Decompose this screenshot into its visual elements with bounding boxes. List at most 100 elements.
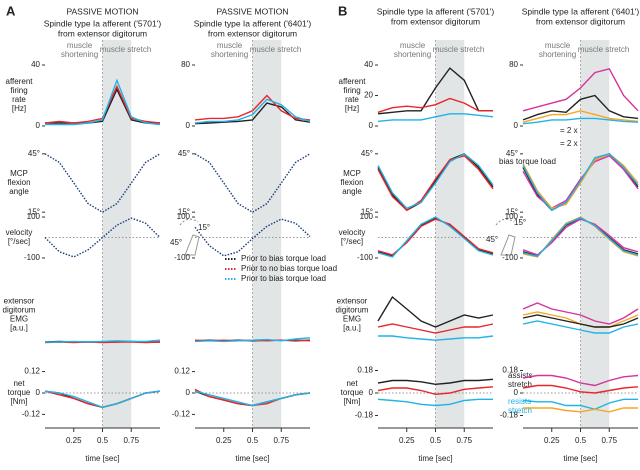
series-line	[522, 154, 639, 210]
series-line	[377, 398, 493, 407]
y-tick-label: -100	[174, 253, 191, 262]
y-label: [a.u.]	[343, 324, 361, 333]
x-tick-label: 0.75	[601, 436, 617, 445]
shortening-label: shortening	[61, 50, 98, 59]
y-tick-label: 45°	[506, 149, 518, 158]
angle-mark: 45°	[170, 238, 182, 247]
column-title: Spindle type Ia afferent ('6401')	[522, 6, 640, 16]
series-line	[194, 337, 311, 343]
y-label: afferent	[339, 77, 367, 86]
x-tick-label: 0.25	[216, 436, 232, 445]
y-tick-label: -100	[24, 253, 41, 262]
y-label: digitorum	[3, 306, 36, 315]
series-line	[522, 110, 639, 123]
y-tick-label: 15°	[506, 207, 518, 216]
x-label: time [sec]	[563, 454, 597, 463]
x-tick-label: 0.5	[430, 436, 442, 445]
series-line	[194, 94, 311, 121]
series-line	[378, 335, 494, 341]
column-title: from extensor digitorum	[391, 16, 480, 26]
series-line	[45, 78, 161, 126]
y-label: torque	[8, 388, 31, 397]
shortening-label: muscle	[217, 41, 243, 50]
series-line	[522, 67, 639, 112]
angle-arc	[179, 218, 199, 226]
angle-mark: 15°	[514, 218, 526, 227]
y-tick-label: 0	[36, 121, 41, 130]
series-line	[377, 378, 494, 386]
y-tick-label: 45°	[361, 149, 373, 158]
y-label: [Nm]	[344, 397, 361, 406]
column-title: Spindle type Ia afferent ('5701')	[377, 6, 495, 16]
shortening-label: shortening	[211, 50, 248, 59]
series-line	[522, 153, 639, 212]
y-label: net	[346, 379, 358, 388]
y-label: flexion	[340, 178, 363, 187]
legend-label: Prior to bias torque load	[241, 254, 326, 263]
x-tick-label: 0.25	[544, 436, 560, 445]
column-header: PASSIVE MOTION	[216, 6, 288, 16]
angle-arc	[495, 218, 515, 226]
y-label: extensor	[337, 297, 368, 306]
shortening-label: muscle	[545, 41, 571, 50]
legend-label: Prior to no bias torque load	[241, 264, 337, 273]
series-line	[522, 117, 639, 125]
y-tick-label: 0	[36, 388, 41, 397]
y-tick-label: 80	[181, 60, 190, 69]
angle-mark: 45°	[486, 235, 498, 244]
y-label: [°/sec]	[8, 237, 30, 246]
series-line	[522, 384, 639, 394]
x-tick-label: 0.5	[247, 436, 259, 445]
assists-label: stretch	[508, 380, 532, 389]
y-label: torque	[341, 388, 364, 397]
y-label: [°/sec]	[341, 237, 363, 246]
ratio-label: = 2 x	[560, 126, 578, 135]
series-line	[377, 386, 494, 396]
series-line	[44, 390, 161, 409]
y-label: [Nm]	[11, 397, 28, 406]
y-tick-label: 45°	[28, 149, 40, 158]
column-title: from extensor digitorum	[536, 16, 625, 26]
series-line	[377, 323, 494, 334]
legend-label: Prior to bias torque load	[241, 274, 326, 283]
series-line	[522, 152, 639, 210]
y-tick-label: 40	[364, 60, 373, 69]
series-line	[377, 113, 494, 123]
series-line	[522, 216, 639, 258]
series-line	[377, 155, 494, 212]
y-label: EMG	[343, 315, 361, 324]
series-line	[44, 217, 161, 258]
series-line	[45, 87, 160, 124]
series-line	[377, 152, 494, 212]
series-line	[44, 153, 161, 214]
panel-label: B	[338, 3, 347, 18]
y-label: [Hz]	[12, 104, 26, 113]
shortening-label: shortening	[394, 50, 431, 59]
y-tick-label: 15°	[178, 207, 190, 216]
x-label: time [sec]	[418, 454, 452, 463]
y-label: velocity	[339, 228, 366, 237]
y-tick-label: 100	[27, 212, 41, 221]
y-tick-label: 100	[505, 212, 519, 221]
series-line	[194, 390, 311, 407]
y-tick-label: 80	[509, 60, 518, 69]
shortening-label: muscle	[67, 41, 93, 50]
y-label: firing	[343, 86, 360, 95]
y-label: afferent	[6, 77, 34, 86]
y-label: flexion	[7, 178, 30, 187]
y-label: rate	[345, 95, 359, 104]
y-tick-label: 0	[514, 121, 519, 130]
series-line	[377, 295, 494, 328]
y-tick-label: 15°	[28, 207, 40, 216]
series-line	[523, 407, 638, 413]
y-label: rate	[12, 95, 26, 104]
series-line	[194, 98, 311, 124]
stretch-label: muscle stretch	[433, 45, 485, 54]
panel-label: A	[6, 3, 16, 18]
y-label: angle	[342, 187, 362, 196]
ratio-label: = 2 x	[560, 139, 578, 148]
angle-mark: 15°	[198, 223, 210, 232]
y-label: EMG	[10, 315, 28, 324]
y-tick-label: -0.18	[500, 411, 519, 420]
